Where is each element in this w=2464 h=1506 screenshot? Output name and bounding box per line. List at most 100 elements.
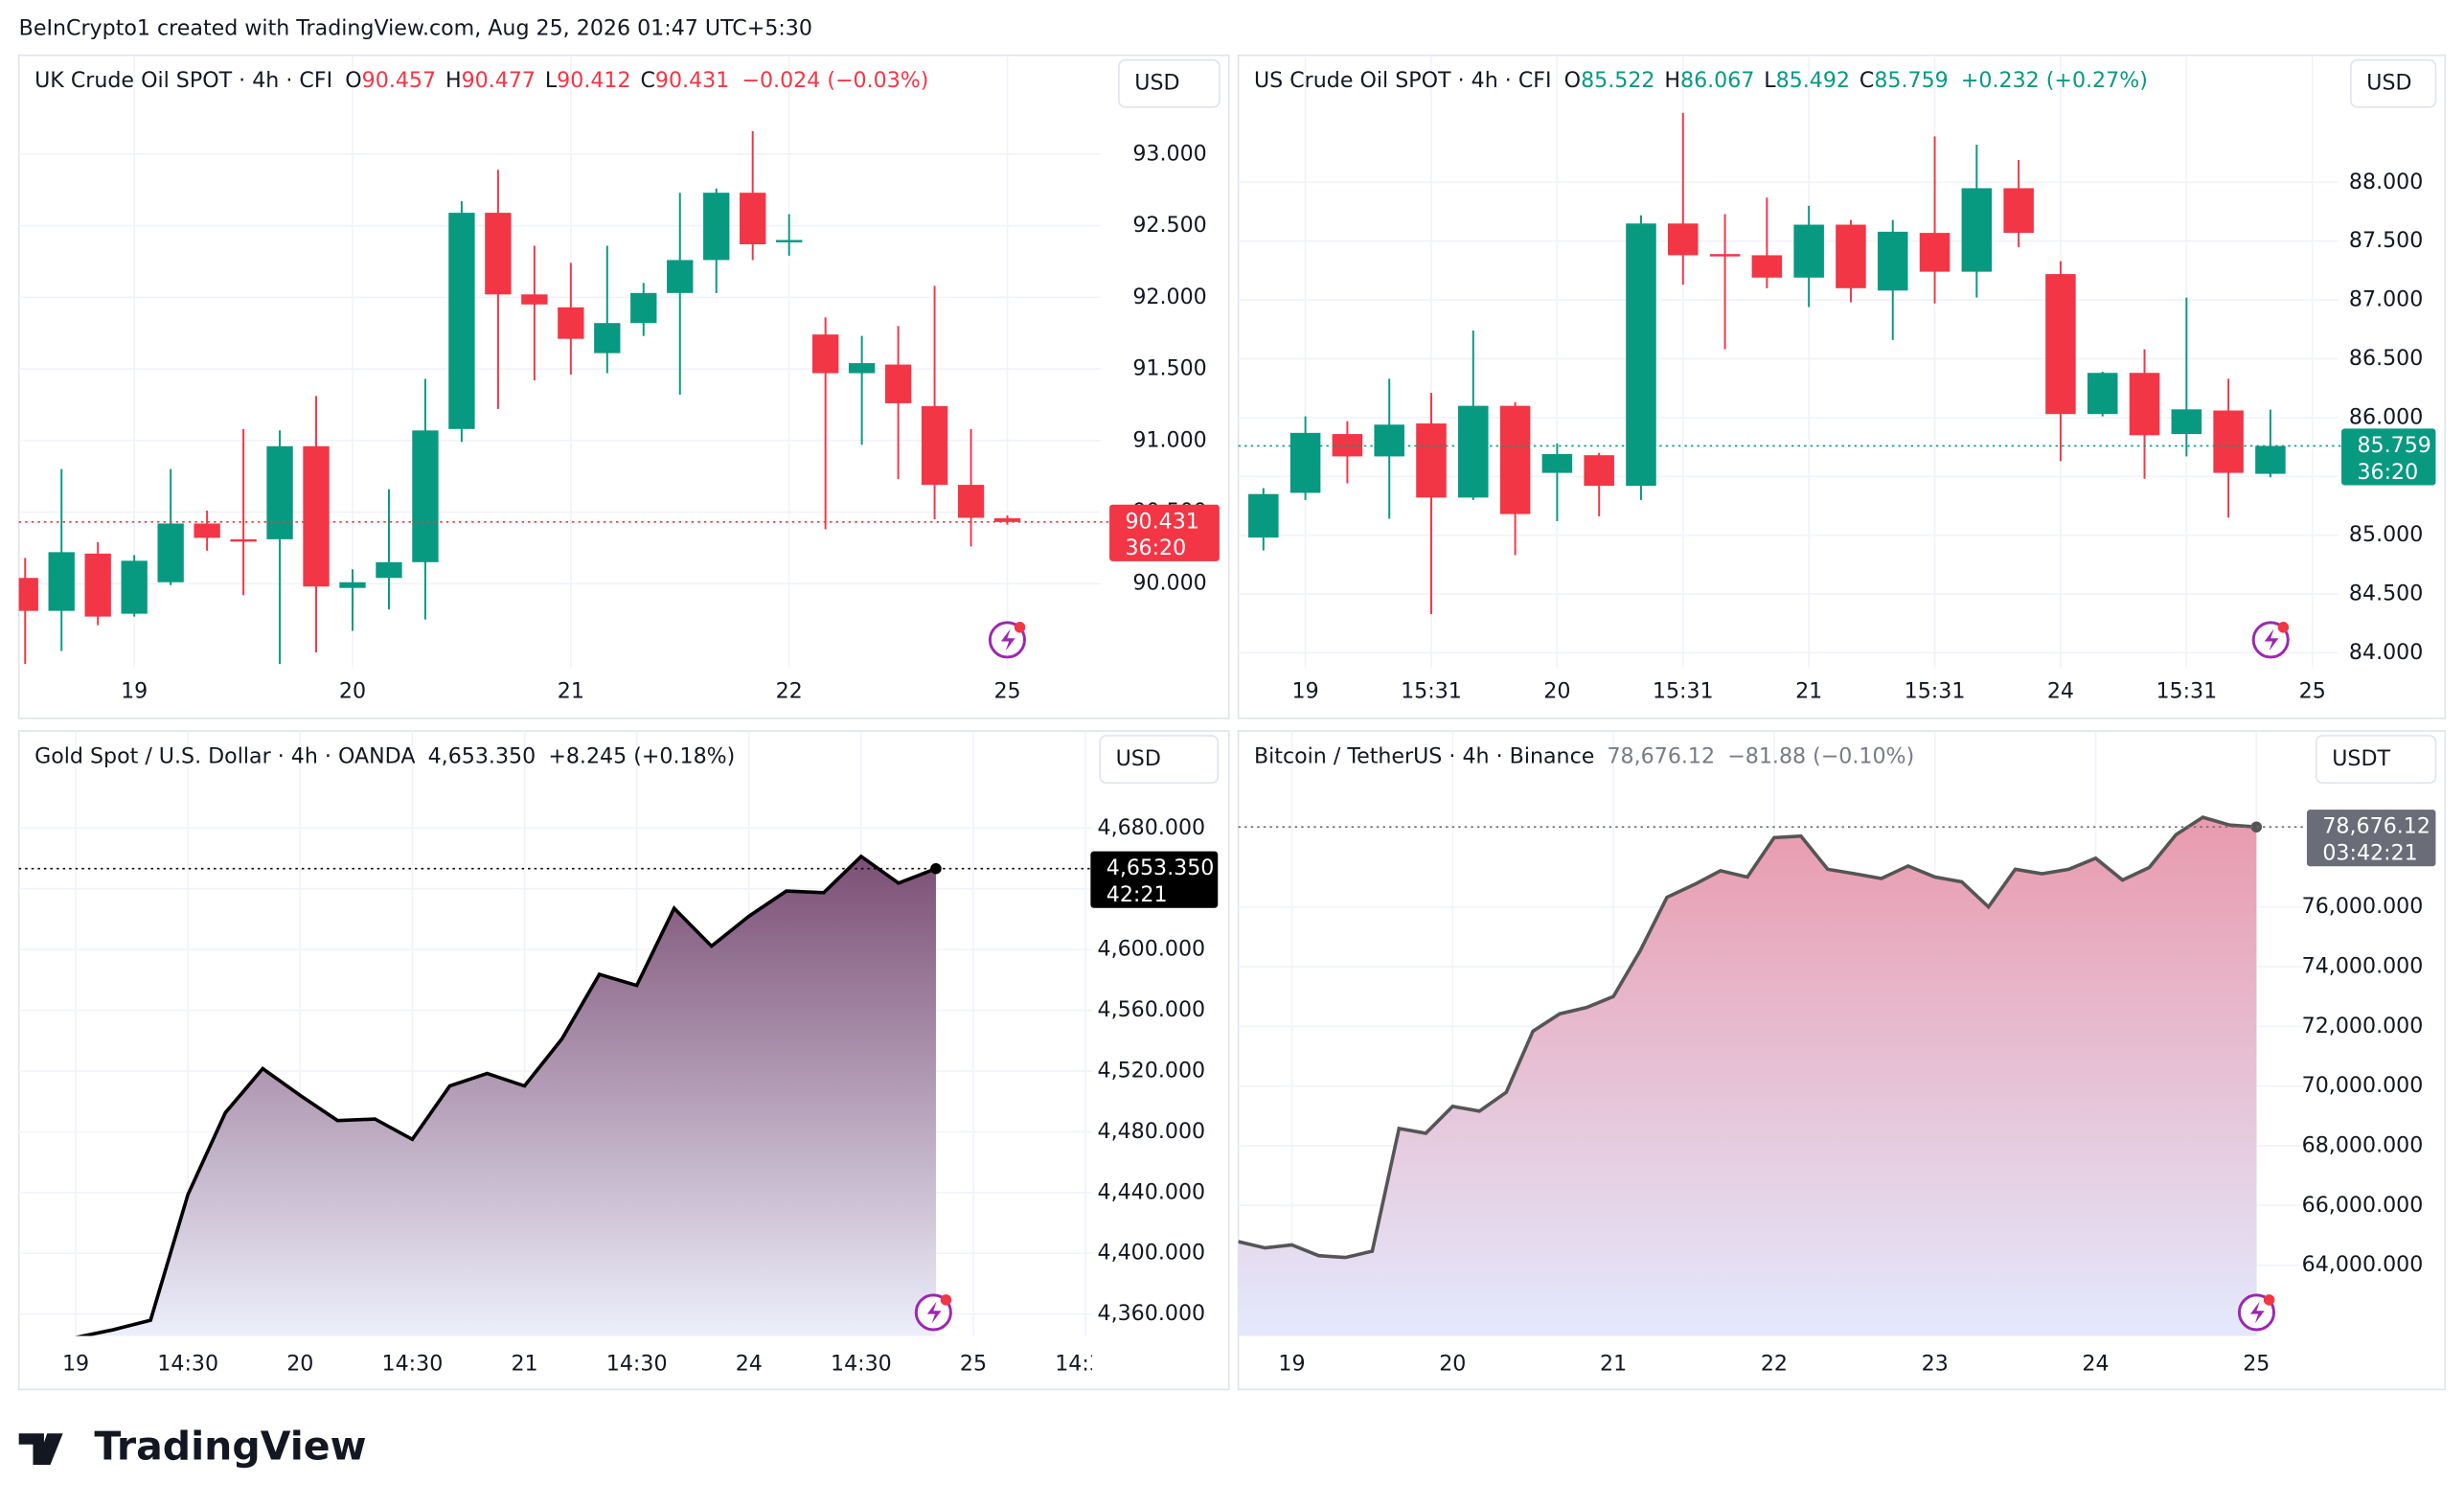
candle-body bbox=[303, 445, 330, 587]
y-tick-label: 84.500 bbox=[2349, 582, 2423, 606]
x-tick-label: 20 bbox=[286, 1352, 313, 1377]
y-tick-label: 88.000 bbox=[2349, 170, 2423, 194]
y-tick-label: 92.500 bbox=[1132, 213, 1206, 238]
legend-key: O bbox=[345, 67, 361, 92]
candle-body bbox=[1668, 223, 1699, 256]
x-tick-label: 25 bbox=[993, 679, 1020, 704]
logo-text: TradingView bbox=[94, 1424, 366, 1470]
y-tick-label: 92.000 bbox=[1132, 285, 1206, 309]
legend-change: −81.88 (−0.10%) bbox=[1727, 743, 1914, 768]
candle-body bbox=[2003, 188, 2034, 234]
alert-dot bbox=[2277, 622, 2290, 633]
candle-body bbox=[2171, 409, 2202, 435]
candle-body bbox=[1877, 231, 1908, 291]
candle-body bbox=[1289, 432, 1321, 493]
y-tick-label: 4,520.000 bbox=[1098, 1059, 1206, 1084]
price-tag bbox=[1090, 851, 1219, 908]
legend-key: L bbox=[1764, 67, 1776, 92]
x-tick-label: 21 bbox=[1600, 1352, 1627, 1377]
currency: USDT bbox=[2332, 746, 2390, 771]
candle-body bbox=[1626, 223, 1656, 487]
alert-bolt bbox=[2249, 1301, 2265, 1324]
y-tick-label: 87.500 bbox=[2349, 228, 2423, 253]
x-tick-label: 14:30 bbox=[157, 1352, 218, 1377]
plot bbox=[1238, 815, 2257, 1336]
legend-key: C bbox=[640, 67, 654, 92]
currency: USD bbox=[1134, 71, 1179, 96]
x-tick-label: 25 bbox=[960, 1352, 987, 1377]
y-tick-label: 84.000 bbox=[2349, 640, 2423, 665]
y-tick-label: 64,000.000 bbox=[2302, 1252, 2424, 1277]
candle-body bbox=[558, 307, 584, 339]
x-tick-label: 24 bbox=[736, 1352, 763, 1377]
x-tick-label: 25 bbox=[2299, 679, 2326, 704]
candle-body bbox=[1248, 493, 1279, 538]
candle-body bbox=[776, 240, 803, 242]
legend-value: 85.522 bbox=[1581, 67, 1654, 92]
alert-dot bbox=[1014, 622, 1026, 633]
currency: USD bbox=[2366, 71, 2411, 96]
plot bbox=[18, 130, 1021, 664]
price-tag-countdown: 42:21 bbox=[1107, 882, 1168, 907]
candle-body bbox=[84, 553, 111, 617]
panel bbox=[1237, 730, 2447, 1391]
candle-body bbox=[1919, 233, 1951, 272]
candle-body bbox=[703, 193, 730, 261]
legend-key: H bbox=[1664, 67, 1680, 92]
price-tag-countdown: 36:20 bbox=[1125, 536, 1186, 560]
price-tag bbox=[2306, 810, 2436, 867]
candle-body bbox=[1541, 453, 1573, 473]
candle-body bbox=[230, 538, 257, 542]
price-tag bbox=[1109, 504, 1220, 561]
x-tick-label: 15:31 bbox=[2156, 679, 2217, 704]
alert-dot bbox=[2263, 1294, 2275, 1306]
y-tick-label: 70,000.000 bbox=[2302, 1073, 2424, 1098]
candle-body bbox=[993, 517, 1021, 522]
legend-value: 90.431 bbox=[655, 67, 729, 92]
x-tick-label: 23 bbox=[1922, 1352, 1949, 1377]
candle-body bbox=[1709, 254, 1741, 257]
x-tick-label: 14:30 bbox=[831, 1352, 892, 1377]
y-tick-label: 76,000.000 bbox=[2302, 894, 2424, 919]
legend-value: 90.412 bbox=[557, 67, 630, 92]
alert-bolt bbox=[1000, 628, 1015, 651]
legend-value: 86.067 bbox=[1680, 67, 1754, 92]
legend-value: 90.477 bbox=[462, 67, 536, 92]
chart-title: UK Crude Oil SPOT · 4h · CFI bbox=[34, 67, 332, 92]
candle-body bbox=[2255, 445, 2286, 474]
x-tick-label: 21 bbox=[558, 679, 584, 704]
legend-value: 85.759 bbox=[1874, 67, 1948, 92]
last-point bbox=[2250, 821, 2263, 833]
x-tick-label: 21 bbox=[1795, 679, 1822, 704]
x-tick-label: 21 bbox=[511, 1352, 537, 1377]
candle-body bbox=[1416, 423, 1447, 498]
chart-legend: US Crude Oil SPOT · 4h · CFI O85.522 H86.0… bbox=[1254, 67, 2148, 92]
y-tick-label: 87.000 bbox=[2349, 287, 2423, 312]
y-tick-label: 4,400.000 bbox=[1098, 1241, 1206, 1266]
legend-value: 78,676.12 bbox=[1607, 743, 1715, 768]
chart-title: US Crude Oil SPOT · 4h · CFI bbox=[1254, 67, 1552, 92]
candle-body bbox=[2213, 410, 2244, 473]
candle-body bbox=[2129, 373, 2160, 436]
candle-body bbox=[121, 560, 148, 614]
candle-body bbox=[412, 430, 439, 562]
x-tick-label: 24 bbox=[2082, 1352, 2109, 1377]
plot bbox=[1248, 112, 2286, 614]
candle-body bbox=[1499, 405, 1531, 514]
area-line bbox=[71, 854, 937, 1336]
alert-dot bbox=[940, 1294, 952, 1306]
candle-body bbox=[1584, 455, 1614, 487]
chart-legend: UK Crude Oil SPOT · 4h · CFI O90.457 H90.4… bbox=[34, 67, 928, 92]
y-tick-label: 66,000.000 bbox=[2302, 1193, 2424, 1218]
y-tick-label: 4,360.000 bbox=[1098, 1301, 1206, 1326]
panel bbox=[17, 730, 1230, 1391]
x-tick-label: 25 bbox=[2243, 1352, 2270, 1377]
candle-body bbox=[1751, 255, 1783, 278]
candle-body bbox=[339, 582, 366, 588]
candle-body bbox=[1374, 424, 1404, 457]
y-tick-label: 86.500 bbox=[2349, 346, 2423, 371]
x-tick-label: 14:30 bbox=[606, 1352, 668, 1377]
footer-logo: TradingView bbox=[18, 1424, 366, 1470]
price-tag bbox=[2341, 428, 2436, 486]
